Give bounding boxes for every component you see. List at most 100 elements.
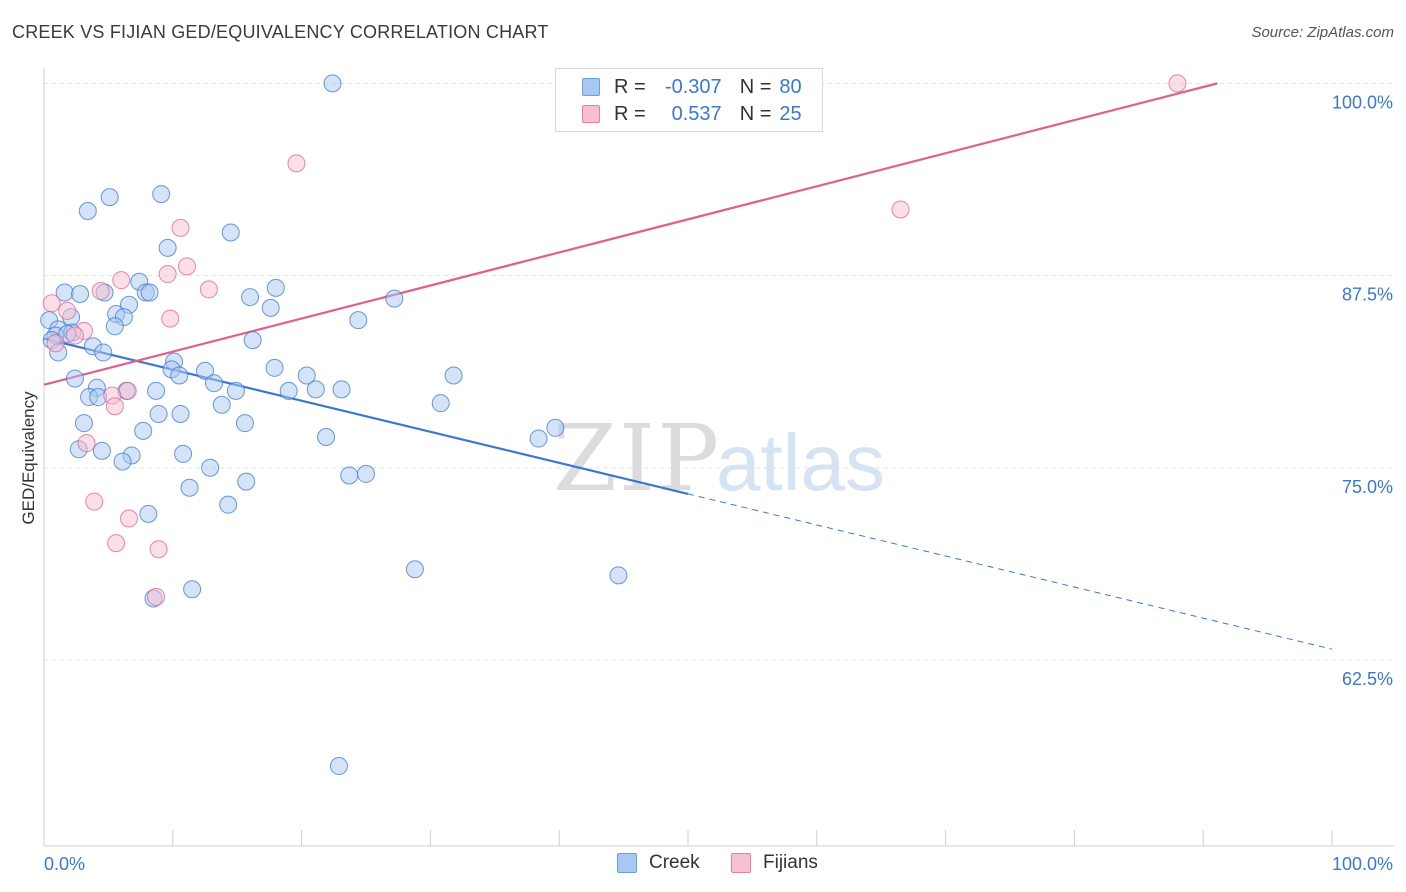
creek-point [65,369,84,388]
creek-point [201,458,220,477]
creek-point [152,185,171,204]
fijians-point [199,280,218,299]
creek-trend-extension [687,493,1333,650]
creek-point [219,495,238,514]
creek-point [444,366,463,385]
fijians-point [85,492,104,511]
creek-point [235,414,254,433]
creek-point [100,188,119,207]
creek-point [405,560,424,579]
data-points [40,74,1187,776]
creek-point [349,311,368,330]
series-swatch-fijians [731,853,751,873]
creek-point [529,429,548,448]
creek-point [71,285,90,304]
creek-point [78,201,97,220]
watermark-atlas: atlas [716,418,885,507]
creek-point [332,380,351,399]
y-tick-label: 100.0% [1332,92,1393,112]
creek-point [174,444,193,463]
legend-row-fijians: R = 0.537 N = 25 [582,101,802,127]
series-legend-label: Fijians [763,852,818,873]
creek-point [279,381,298,400]
creek-point [105,317,124,336]
gridlines [44,82,1394,661]
series-swatch-creek [617,853,637,873]
creek-point [265,358,284,377]
fijians-trend-line [43,82,1218,386]
creek-point [113,452,132,471]
creek-point [158,238,177,257]
fijians-point [118,381,137,400]
legend-n-label: N = [739,75,772,98]
creek-point [609,566,628,585]
series-legend-label: Creek [649,852,700,873]
series-legend: Creek Fijians [0,852,1406,878]
stats-legend: R = -0.307 N = 80 R = 0.537 N = 25 [555,68,823,132]
creek-point [134,421,153,440]
creek-point [385,289,404,308]
creek-point [266,278,285,297]
fijians-point [120,509,139,528]
creek-point [183,580,202,599]
y-tick-label: 87.5% [1342,285,1393,305]
creek-point [306,380,325,399]
legend-r-label: R = [614,75,646,98]
creek-point [139,504,158,523]
legend-n-value: 25 [779,102,802,125]
creek-point [329,757,348,776]
creek-point [212,395,231,414]
fijians-point [149,540,168,559]
creek-point [317,428,336,447]
creek-point [170,366,189,385]
creek-point [171,404,190,423]
axes [43,68,1394,847]
creek-point [196,361,214,380]
fijians-point [77,434,96,453]
chart-source: Source: ZipAtlas.com [1251,24,1394,41]
series-legend-creek[interactable]: Creek [617,852,700,874]
legend-swatch-creek [582,78,600,96]
y-tick-label: 62.5% [1342,669,1393,689]
fijians-point [42,294,61,313]
x-tick-label: 100.0% [1332,854,1393,874]
legend-row-creek: R = -0.307 N = 80 [582,74,802,100]
fijians-point [107,534,126,553]
creek-point [221,223,240,242]
legend-n-label: N = [739,102,772,125]
creek-point [237,472,256,491]
trend-lines [43,82,1333,650]
x-tick-label: 0.0% [44,854,85,874]
creek-point [323,74,342,93]
creek-point [147,381,166,400]
creek-point [226,381,245,400]
chart-title: CREEK VS FIJIAN GED/EQUIVALENCY CORRELAT… [12,22,549,42]
fijians-point [91,281,110,300]
fijians-point [161,309,180,328]
fijians-point [147,587,166,606]
creek-point [340,466,359,485]
creek-point [241,288,260,307]
creek-point [205,374,224,393]
fijians-point [177,257,196,276]
fijians-point [891,200,910,219]
legend-swatch-fijians [582,105,600,123]
legend-r-label: R = [614,102,646,125]
fijians-point [1168,74,1187,93]
creek-point [180,478,199,497]
creek-point [261,298,280,317]
creek-point [431,394,450,413]
series-legend-fijians[interactable]: Fijians [731,852,818,874]
fijians-point [171,218,190,237]
creek-point [92,441,111,460]
fijians-point [46,334,65,353]
watermark-zip: ZIP [553,405,721,512]
watermark: ZIP atlas [553,405,885,512]
fijians-point [105,397,124,416]
creek-point [149,404,168,423]
axis-labels: GED/Equivalency 100.0% 87.5% 75.0% 62.5% 0.0… [19,92,1393,874]
creek-point [140,283,159,302]
creek-trend-line [43,337,689,495]
creek-point [243,331,262,350]
